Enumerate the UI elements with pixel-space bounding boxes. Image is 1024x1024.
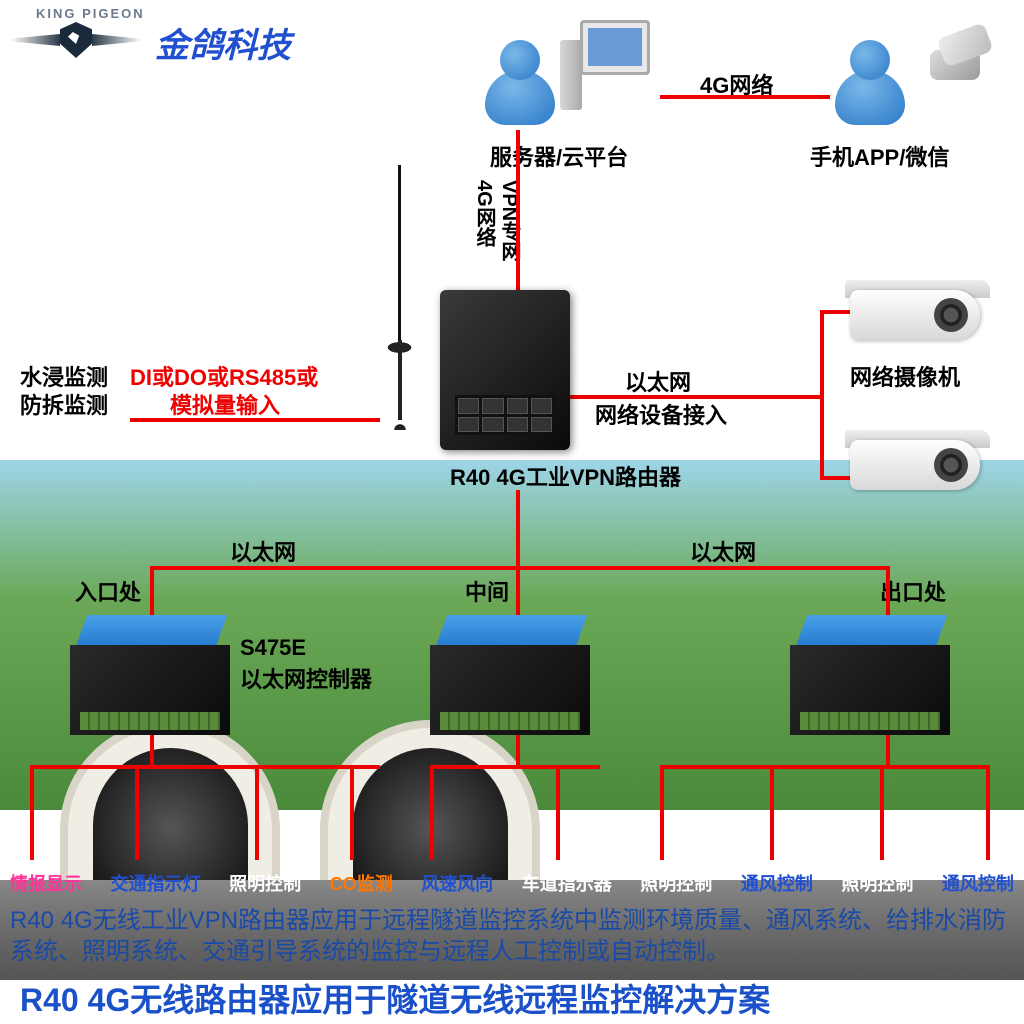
sb2-v [516, 735, 520, 765]
brand-logo: KING PIGEON [10, 8, 142, 58]
category-label: CO监测 [330, 870, 393, 896]
io-l2: 模拟量输入 [170, 388, 280, 420]
category-label: 风速风向 [421, 870, 493, 896]
category-label: 交通指示灯 [111, 870, 201, 896]
sb1-h [30, 765, 380, 769]
eth-b1: 以太网 [230, 535, 296, 567]
sb1-1 [30, 765, 34, 860]
computer-icon [560, 20, 670, 120]
sb2-1 [430, 765, 434, 860]
sb1-v [150, 735, 154, 765]
category-label: 通风控制 [942, 870, 1014, 896]
sb2-h [430, 765, 600, 769]
category-label: 车道指示器 [522, 870, 612, 896]
category-label: 情报显示 [10, 870, 82, 896]
category-label: 照明控制 [229, 870, 301, 896]
camera-icon-2 [850, 430, 1020, 500]
sb1-3 [255, 765, 259, 860]
category-label: 通风控制 [741, 870, 813, 896]
line-4g-top [660, 95, 830, 99]
server-label: 服务器/云平台 [490, 140, 628, 172]
category-label: 照明控制 [841, 870, 913, 896]
sb3-v [886, 735, 890, 765]
bottom-label-row: 情报显示 交通指示灯 照明控制 CO监测 风速风向 车道指示器 照明控制 通风控制 照明控制 通风… [10, 870, 1014, 896]
phone-icon [910, 30, 990, 90]
server-user-icon [480, 40, 560, 130]
description-text: R40 4G无线工业VPN路由器应用于远程隧道监控系统中监测环境质量、通风系统、… [10, 905, 1014, 967]
sb3-2 [770, 765, 774, 860]
sb3-1 [660, 765, 664, 860]
line-cam-v [820, 310, 824, 480]
phone-label: 手机APP/微信 [810, 140, 949, 172]
eth-sub: 网络设备接入 [595, 398, 727, 430]
sb3-3 [880, 765, 884, 860]
category-label: 照明控制 [640, 870, 712, 896]
sb2-2 [556, 765, 560, 860]
line-b3 [886, 566, 890, 621]
line-bus [150, 566, 890, 570]
sensor-l2: 防拆监测 [20, 388, 108, 420]
line-b2 [516, 566, 520, 621]
brand-en: KING PIGEON [36, 6, 145, 21]
controller-icon-3 [790, 615, 950, 735]
eth-right: 以太网 [625, 365, 691, 397]
line-down [516, 490, 520, 570]
title-text: R40 4G无线路由器应用于隧道无线远程监控解决方案 [20, 975, 770, 1021]
line-eth-right [570, 395, 820, 399]
router-icon [440, 290, 570, 450]
line-b1 [150, 566, 154, 621]
loc-mid: 中间 [465, 575, 509, 607]
ctrl-l2: 以太网控制器 [240, 662, 372, 694]
cam-label: 网络摄像机 [850, 360, 960, 392]
sb1-4 [350, 765, 354, 860]
sb1-2 [135, 765, 139, 860]
controller-icon-2 [430, 615, 590, 735]
antenna-icon [398, 165, 401, 345]
camera-icon-1 [850, 280, 1020, 350]
brand-cn: 金鸽科技 [155, 18, 291, 67]
router-label: R40 4G工业VPN路由器 [450, 460, 681, 492]
line-left [130, 418, 380, 422]
sb3-4 [986, 765, 990, 860]
sb3-h [660, 765, 990, 769]
loc-left: 入口处 [75, 575, 141, 607]
eth-b2: 以太网 [690, 535, 756, 567]
controller-icon-1 [70, 615, 230, 735]
ctrl-l1: S475E [240, 635, 306, 661]
phone-user-icon [830, 40, 910, 130]
line-vpn [516, 130, 520, 290]
watermark: 电子发烧友 [944, 990, 1009, 1009]
